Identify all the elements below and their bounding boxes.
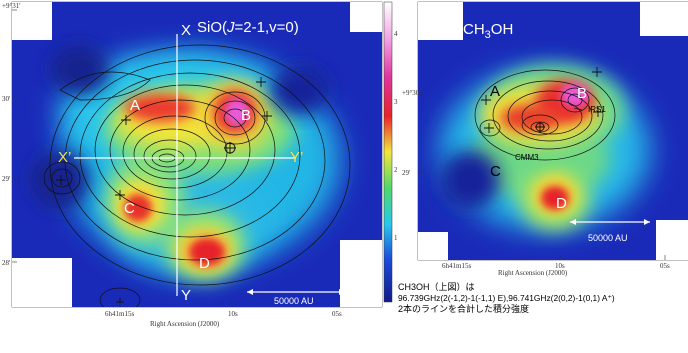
sio-dec-tick-label: 30' (2, 95, 10, 103)
sio-ra-tick-label: 6h41m15s (105, 310, 134, 318)
sio-axis-ticks (12, 9, 339, 307)
ch3oh-ra-tick-label: 10s (555, 262, 565, 270)
ch3oh-region-label-a: A (490, 83, 500, 100)
caption-line-1: CH3OH（上図）は (398, 282, 475, 292)
source-label-cmm3: CMM3 (515, 153, 539, 162)
ch3oh-intensity-image (418, 2, 688, 260)
colorbar-tick-label: 3 (394, 98, 398, 106)
ch3oh-axis-ticks (418, 91, 666, 260)
sio-dec-tick-label: 28' (2, 259, 10, 267)
ch3oh-ra-tick-label: 05s (660, 262, 670, 270)
ch3oh-dec-tick-label: 29' (402, 169, 410, 177)
cut-label-x-prime: X’ (58, 149, 71, 166)
caption-block: CH3OH（上図）は 96.739GHz(2(-1,2)-1(-1,1) E),… (398, 282, 686, 315)
ch3oh-map-title: CH3OH (463, 21, 513, 41)
ch3oh-source-markers (481, 67, 603, 133)
caption-line-3: 2本のラインを合計した積分強度 (398, 304, 530, 314)
ch3oh-ra-axis-label: Right Ascension (J2000) (498, 269, 568, 277)
colorbar-tick-label: 1 (394, 234, 398, 242)
sio-ra-axis-label: Right Ascension (J2000) (150, 320, 220, 328)
ch3oh-region-label-d: D (556, 195, 567, 212)
sio-region-label-b: B (241, 107, 251, 124)
ch3oh-scale-bar (570, 219, 650, 225)
cut-label-y: Y (181, 287, 191, 304)
sio-scale-bar-label: 50000 AU (274, 296, 314, 306)
sio-map-title: SiO(J=2-1,v=0) (197, 19, 299, 36)
ch3oh-dec-tick-label: +9°30' (402, 89, 421, 97)
sio-region-label-a: A (130, 97, 140, 114)
sio-dec-tick-label: +9°31' (2, 2, 21, 10)
ch3oh-scale-bar-label: 50000 AU (588, 233, 628, 243)
sio-ra-tick-label: 10s (228, 310, 238, 318)
sio-region-label-c: C (124, 200, 135, 217)
sio-dec-tick-label: 29' (2, 175, 10, 183)
ch3oh-ra-tick-label: 6h41m15s (442, 262, 471, 270)
cut-label-x: X (181, 22, 191, 39)
colorbar-tick-label: 4 (394, 30, 398, 38)
colorbar (383, 1, 393, 303)
ch3oh-region-label-c: C (490, 163, 501, 180)
ch3oh-map-panel (417, 1, 688, 261)
sio-map-panel (11, 1, 383, 308)
sio-source-markers (56, 77, 272, 306)
ch3oh-region-label-b: B (577, 85, 587, 102)
sio-ra-tick-label: 05s (332, 310, 342, 318)
sio-intensity-image (12, 2, 382, 307)
cut-label-y-prime: Y’ (290, 149, 303, 166)
colorbar-tick-label: 2 (394, 166, 398, 174)
caption-line-2: 96.739GHz(2(-1,2)-1(-1,1) E),96.741GHz(2… (398, 293, 615, 303)
sio-region-label-d: D (199, 255, 210, 272)
source-label-irs1: IRS1 (588, 105, 606, 114)
sio-scale-bar (247, 289, 345, 295)
